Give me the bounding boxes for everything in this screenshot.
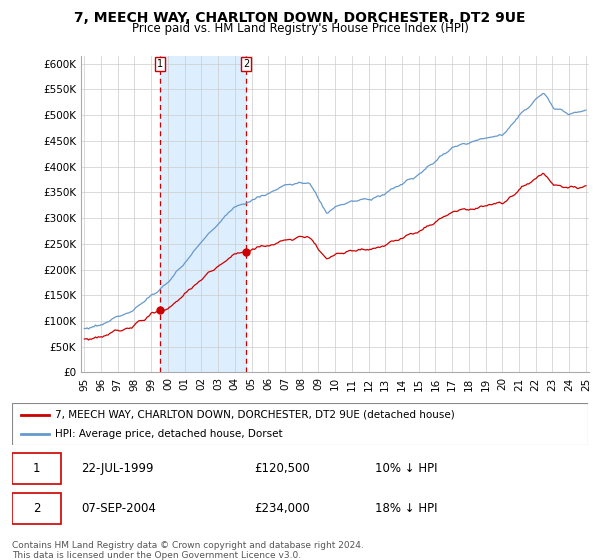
- Text: 18% ↓ HPI: 18% ↓ HPI: [375, 502, 437, 515]
- Text: 7, MEECH WAY, CHARLTON DOWN, DORCHESTER, DT2 9UE (detached house): 7, MEECH WAY, CHARLTON DOWN, DORCHESTER,…: [55, 409, 455, 419]
- Text: £234,000: £234,000: [254, 502, 310, 515]
- FancyBboxPatch shape: [12, 403, 588, 445]
- Text: 7, MEECH WAY, CHARLTON DOWN, DORCHESTER, DT2 9UE: 7, MEECH WAY, CHARLTON DOWN, DORCHESTER,…: [74, 11, 526, 25]
- Text: £120,500: £120,500: [254, 462, 310, 475]
- Text: HPI: Average price, detached house, Dorset: HPI: Average price, detached house, Dors…: [55, 429, 283, 439]
- Text: 1: 1: [157, 59, 163, 69]
- Text: 2: 2: [33, 502, 41, 515]
- Text: 10% ↓ HPI: 10% ↓ HPI: [375, 462, 437, 475]
- Text: 22-JUL-1999: 22-JUL-1999: [81, 462, 154, 475]
- FancyBboxPatch shape: [12, 493, 61, 524]
- Text: 2: 2: [243, 59, 249, 69]
- Text: Contains HM Land Registry data © Crown copyright and database right 2024.
This d: Contains HM Land Registry data © Crown c…: [12, 540, 364, 560]
- Text: 1: 1: [33, 462, 41, 475]
- Text: Price paid vs. HM Land Registry's House Price Index (HPI): Price paid vs. HM Land Registry's House …: [131, 22, 469, 35]
- Text: 07-SEP-2004: 07-SEP-2004: [81, 502, 156, 515]
- Bar: [160, 56, 246, 372]
- FancyBboxPatch shape: [12, 453, 61, 484]
